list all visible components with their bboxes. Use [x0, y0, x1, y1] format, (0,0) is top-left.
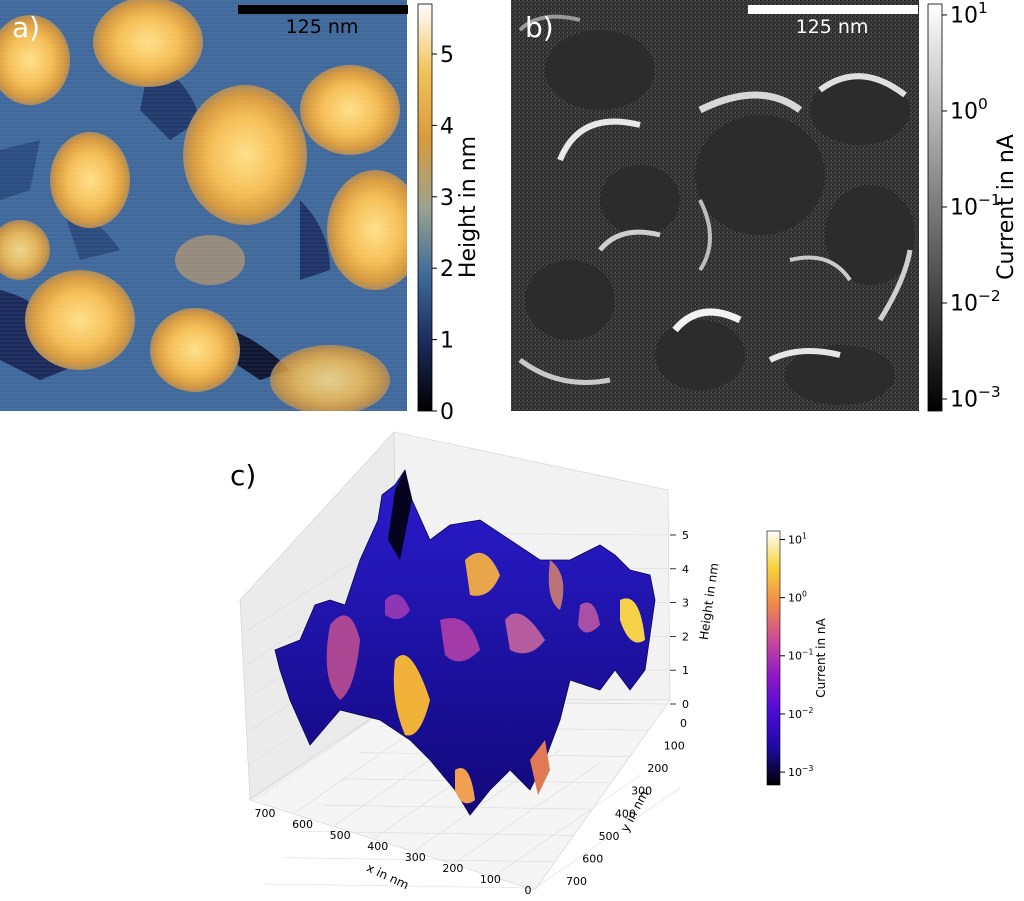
y-tick-label: 700	[566, 875, 587, 888]
z-tick-label: 0	[682, 698, 689, 711]
colorbar-a-ticks: 0 1 2 3 4 5	[432, 43, 454, 425]
x-tick-label: 700	[255, 807, 276, 820]
colorbar-c-tick-label: 10−3	[788, 764, 813, 779]
scale-bar-b	[748, 5, 918, 14]
scale-bar-label-b: 125 nm	[796, 16, 869, 38]
y-tick-label: 300	[631, 785, 652, 798]
height-map-image	[0, 0, 407, 411]
z-tick-label: 5	[682, 529, 689, 542]
colorbar-b-tick-label: 10−2	[950, 287, 1001, 317]
z-axis-label: Height in nm	[697, 562, 722, 641]
colorbar-c-tick-label: 101	[788, 531, 807, 546]
y-tick-label: 500	[599, 830, 620, 843]
x-tick-label: 500	[330, 829, 351, 842]
panel-label-b: b)	[525, 11, 554, 44]
colorbar-a-label: Height in nm	[456, 136, 481, 278]
colorbar-c-ticks: 101 100 10−1 10−2 10−3	[780, 531, 813, 779]
colorbar-a-tick-label: 0	[440, 400, 454, 425]
colorbar-a	[417, 3, 433, 412]
z-axis-ticks: 0 1 2 3 4 5	[670, 529, 689, 711]
z-tick-label: 1	[682, 664, 689, 677]
colorbar-c-tick-label: 10−1	[788, 648, 813, 663]
colorbar-b-tick-label: 10−1	[950, 191, 1001, 221]
colorbar-b	[927, 3, 943, 412]
colorbar-c-tick-label: 10−2	[788, 706, 813, 721]
colorbar-a-tick-label: 5	[440, 43, 454, 68]
panel-c: c) 0 1 2 3 4 5 700 600 500 400 300 200 100 0	[230, 431, 828, 897]
colorbar-a-tick-label: 4	[440, 114, 454, 139]
colorbar-a-tick-label: 1	[440, 329, 454, 354]
x-tick-label: 600	[292, 818, 313, 831]
colorbar-a-tick-label: 2	[440, 257, 454, 282]
y-tick-label: 400	[615, 807, 636, 820]
colorbar-b-tick-label: 10−3	[950, 383, 1001, 413]
panel-a: 125 nm a) 0 1 2 3 4 5 Height in nm	[0, 0, 481, 425]
colorbar-b-label: Current in nA	[994, 134, 1019, 280]
scale-bar-label-a: 125 nm	[286, 16, 359, 38]
x-tick-label: 400	[367, 840, 388, 853]
y-tick-label: 0	[680, 717, 687, 730]
colorbar-a-tick-label: 3	[440, 186, 454, 211]
y-tick-label: 200	[647, 762, 668, 775]
x-tick-label: 0	[525, 884, 532, 897]
x-axis-ticks: 700 600 500 400 300 200 100 0	[255, 807, 532, 897]
panel-label-a: a)	[12, 11, 40, 44]
x-tick-label: 300	[405, 851, 426, 864]
y-tick-label: 600	[582, 852, 603, 865]
panel-label-c: c)	[230, 459, 256, 492]
colorbar-b-ticks: 101 100 10−1 10−2 10−3	[942, 0, 1001, 413]
x-tick-label: 200	[442, 862, 463, 875]
z-tick-label: 3	[682, 597, 689, 610]
colorbar-c	[766, 530, 781, 786]
colorbar-b-tick-label: 101	[950, 0, 988, 29]
x-tick-label: 100	[480, 873, 501, 886]
colorbar-b-tick-label: 100	[950, 95, 988, 125]
surface-plot	[274, 469, 656, 816]
y-axis-ticks: 0 100 200 300 400 500 600 700	[566, 717, 687, 888]
panel-b: 125 nm b) 101 100 10−1 10−2 10−3 Current in …	[511, 0, 1019, 413]
y-tick-label: 100	[664, 740, 685, 753]
z-tick-label: 2	[682, 630, 689, 643]
scale-bar-a	[238, 5, 408, 14]
x-axis-label: x in nm	[364, 861, 411, 893]
current-map-image	[511, 0, 919, 411]
z-tick-label: 4	[682, 563, 689, 576]
colorbar-c-tick-label: 100	[788, 590, 807, 605]
colorbar-c-label: Current in nA	[814, 617, 828, 697]
